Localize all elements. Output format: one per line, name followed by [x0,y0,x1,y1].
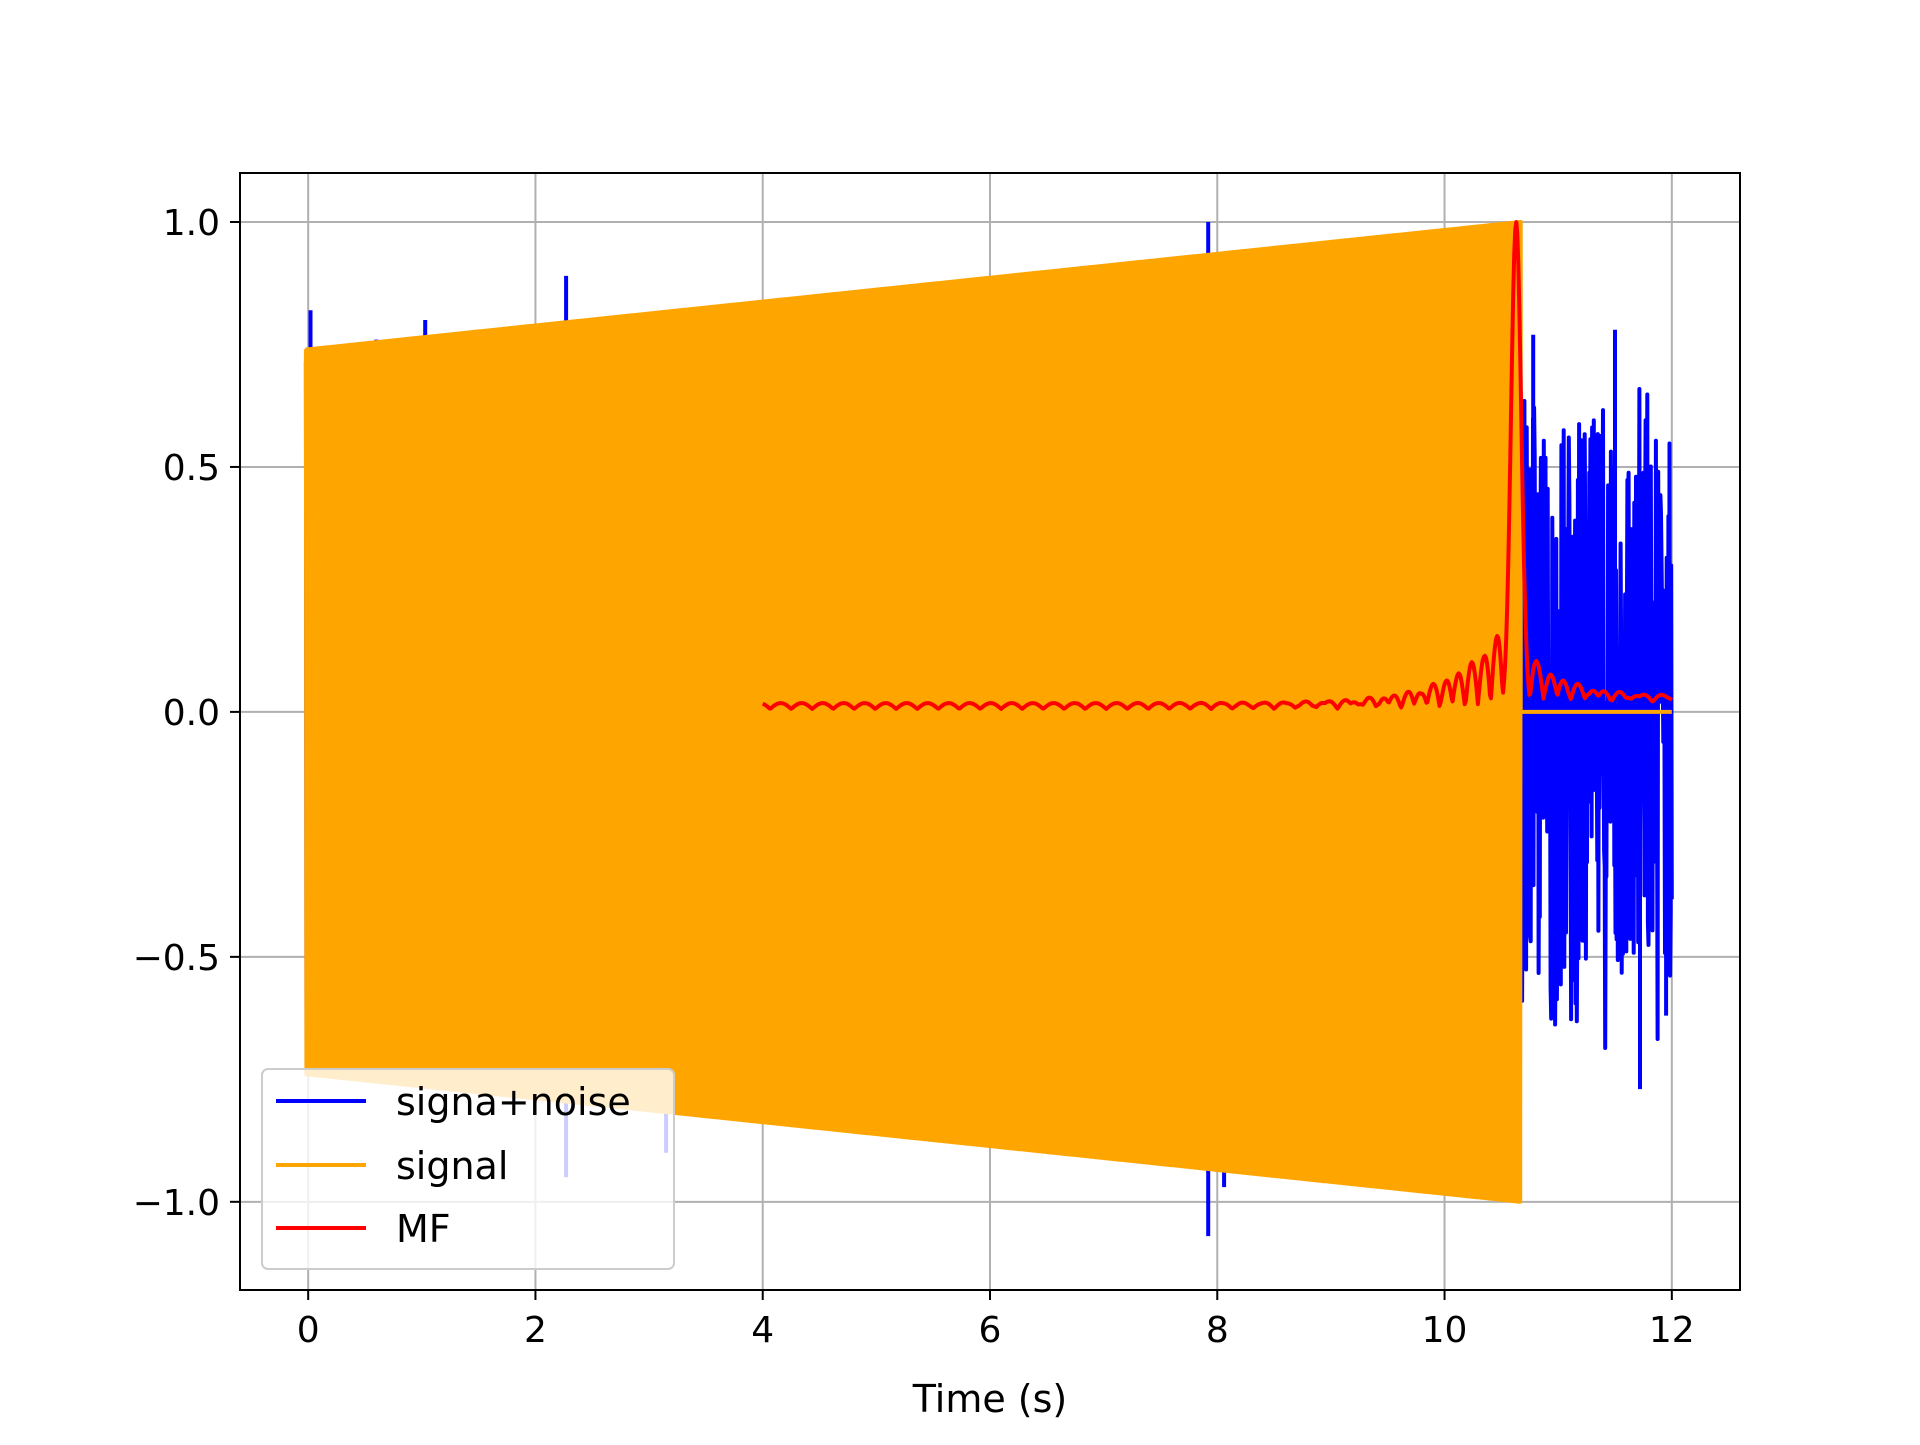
x-tick-label: 4 [751,1310,774,1351]
y-tick-label: 0.0 [163,693,220,734]
x-tick-label: 0 [297,1310,320,1351]
legend: signa+noise signal MF [261,1068,675,1270]
x-tick-label: 12 [1649,1310,1695,1351]
series-signal-line [303,220,1672,1204]
legend-box [261,1068,675,1270]
series-mf-line [761,220,1673,711]
y-tick-label: −0.5 [133,938,220,979]
x-tick-label: 8 [1206,1310,1229,1351]
legend-label-signa-noise: signa+noise [396,1080,631,1124]
series-layer [303,220,1674,1237]
ticks: 0 2 4 6 8 10 12 −1.0 −0.5 0.0 0.5 1.0 [133,203,1695,1351]
y-tick-label: 1.0 [163,203,220,244]
x-tick-label: 6 [979,1310,1002,1351]
y-tick-label: −1.0 [133,1183,220,1224]
x-tick-label: 2 [524,1310,547,1351]
x-axis-label: Time (s) [912,1377,1068,1421]
legend-label-signal: signal [396,1144,508,1188]
y-tick-label: 0.5 [163,448,220,489]
x-tick-label: 10 [1422,1310,1468,1351]
legend-label-mf: MF [396,1207,451,1251]
